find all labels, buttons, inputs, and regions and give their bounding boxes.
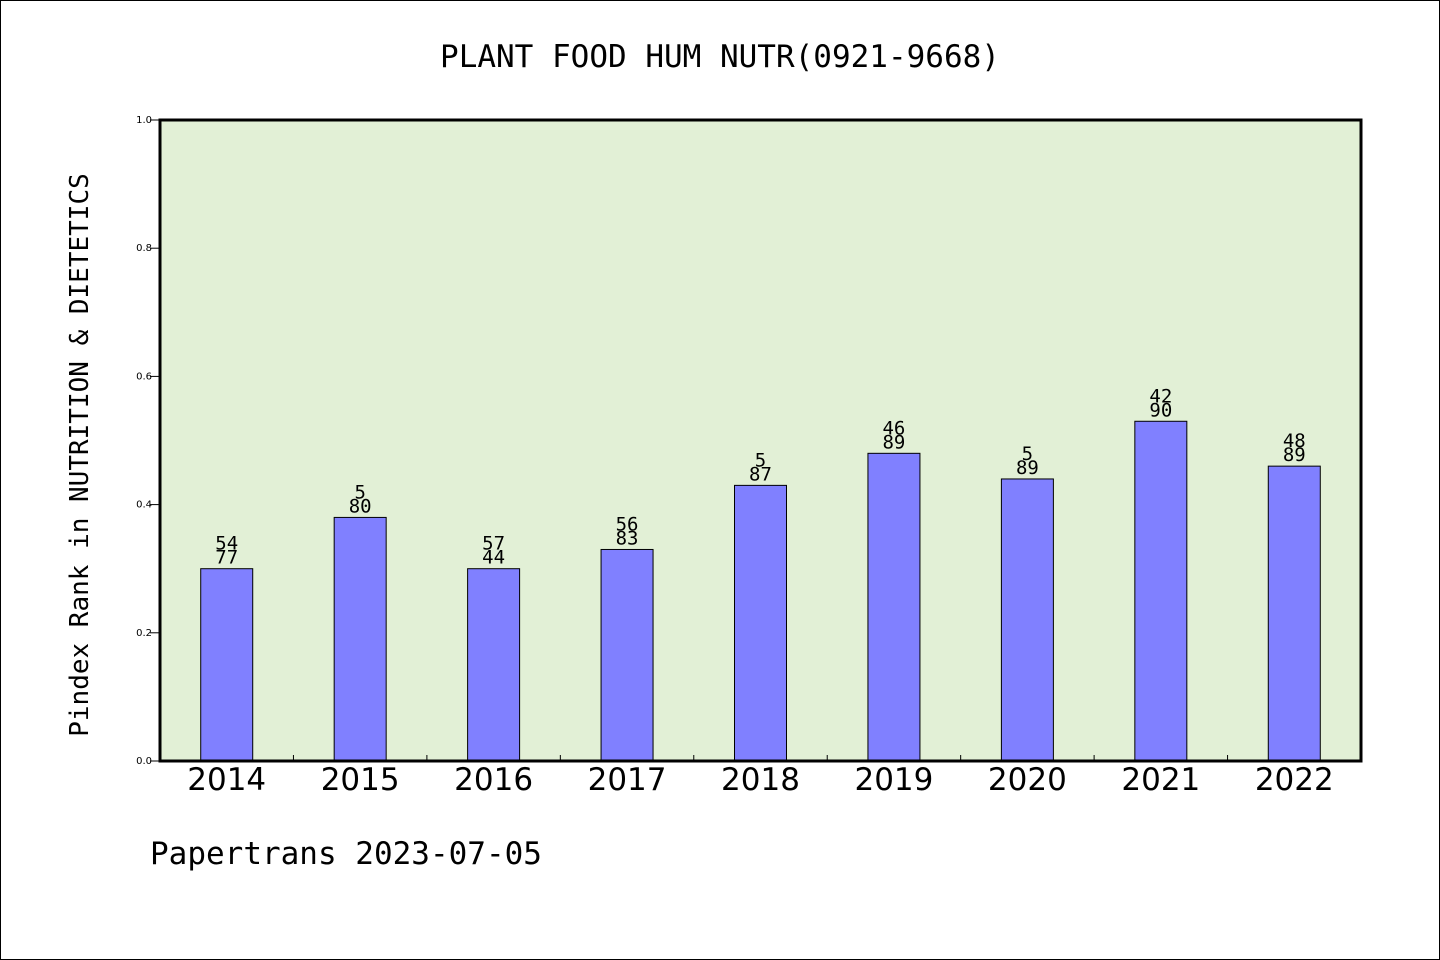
x-tick-label: 2020 [988, 762, 1067, 798]
bar-label-top: 48 [1283, 430, 1306, 452]
bar-label-top: 42 [1149, 385, 1172, 407]
footer-credit: Papertrans 2023-07-05 [150, 836, 542, 872]
bars-group [200, 420, 1321, 762]
bar-2021 [1134, 420, 1188, 762]
bar-label-bottom: 83 [616, 527, 639, 549]
bar-label-top: 5 [1022, 443, 1033, 465]
y-tick-label: 0.4 [136, 500, 152, 511]
bar-2020 [1000, 478, 1054, 762]
bar-2015 [333, 516, 387, 762]
x-axis: 2014 2015 2016 2017 2018 2019 2020 2021 2022 [187, 755, 1334, 798]
bar-label-top: 5 [755, 449, 766, 471]
y-tick-label: 1.0 [136, 115, 152, 126]
bar-label-top: 56 [616, 513, 639, 535]
y-tick-label: 0.8 [136, 243, 152, 254]
bar-2016 [467, 568, 521, 762]
bar-label-top: 5 [354, 481, 365, 503]
x-tick-label: 2018 [721, 762, 800, 798]
bar-2019 [867, 452, 921, 762]
bar-label-top: 54 [215, 533, 238, 555]
bar-label-bottom: 89 [882, 431, 905, 453]
x-tick-label: 2021 [1121, 762, 1200, 798]
bar-label-bottom: 77 [215, 547, 238, 569]
bar-2018 [734, 484, 787, 762]
bar-2017 [600, 548, 654, 762]
y-tick-label: 0.2 [136, 628, 152, 639]
bar-label-bottom: 80 [349, 495, 372, 517]
x-tick-label: 2016 [454, 762, 533, 798]
x-tick-label: 2017 [588, 762, 667, 798]
y-axis-label: Pindex Rank in NUTRITION & DIETETICS [65, 173, 95, 737]
x-tick-label: 2014 [187, 762, 266, 798]
chart-title: PLANT FOOD HUM NUTR(0921-9668) [440, 39, 1000, 75]
x-tick-label: 2019 [854, 762, 933, 798]
bar-2022 [1267, 465, 1321, 762]
y-tick-label: 0.6 [136, 371, 152, 382]
y-tick-label: 0.0 [136, 756, 152, 767]
plot-border [158, 118, 1363, 763]
x-tick-label: 2022 [1255, 762, 1334, 798]
bar-label-bottom: 44 [482, 547, 505, 569]
bar-label-bottom: 87 [749, 463, 772, 485]
bar-label-bottom: 89 [1283, 444, 1306, 466]
bar-label-bottom: 90 [1149, 399, 1172, 421]
bar-label-top: 57 [482, 533, 505, 555]
x-tick-label: 2015 [321, 762, 400, 798]
bar-2014 [200, 568, 254, 762]
bar-label-bottom: 89 [1016, 457, 1039, 479]
bar-label-top: 46 [882, 417, 905, 439]
y-axis: 0.0 0.2 0.4 0.6 0.8 1.0 [136, 115, 160, 767]
